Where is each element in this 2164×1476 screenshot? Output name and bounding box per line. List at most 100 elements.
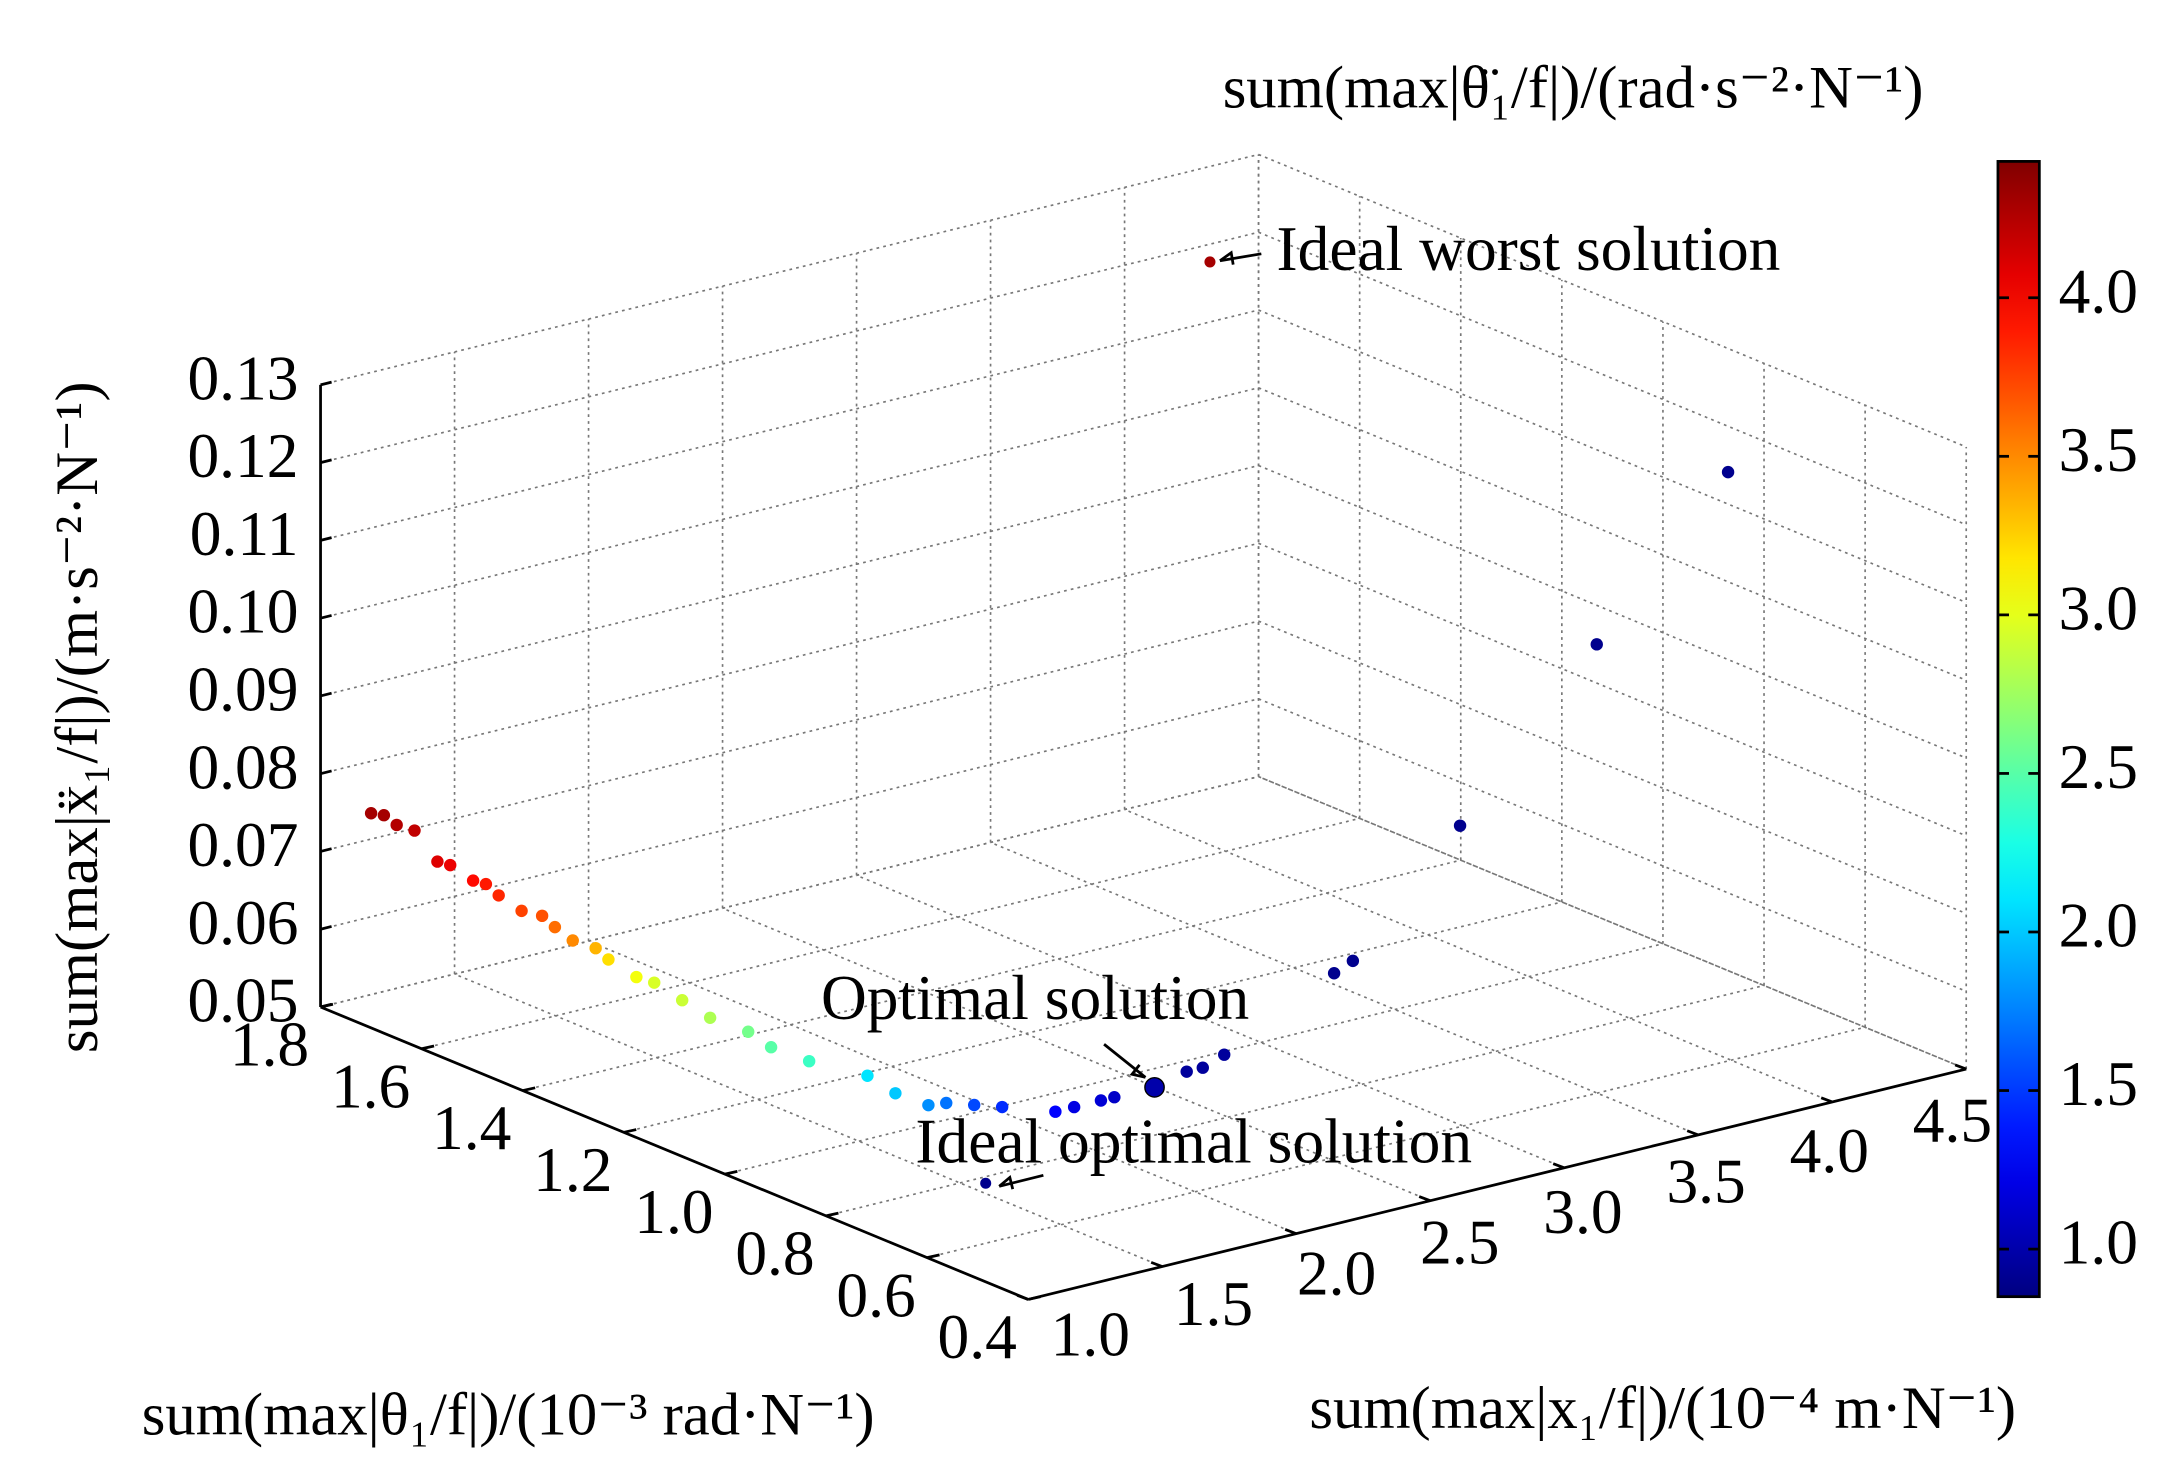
grid-line (320, 386, 1259, 619)
z-tick-label: 0.07 (187, 809, 298, 880)
colorbar-tick-label: 4.0 (2059, 255, 2138, 326)
annotation: Ideal optimal solution (915, 1105, 1472, 1176)
x-tick-label: 3.5 (1666, 1146, 1745, 1217)
y-tick-label: 1.2 (533, 1134, 612, 1205)
x-tick-label: 3.0 (1543, 1176, 1622, 1247)
x-tick-label: 4.0 (1790, 1115, 1869, 1186)
grid-line (1258, 542, 1967, 837)
grid-line (320, 698, 1259, 931)
annotated-point (980, 1177, 992, 1189)
z-tick-label: 0.13 (187, 342, 298, 413)
annotation-arrow (1219, 252, 1262, 263)
grid-line (1258, 620, 1967, 915)
y-tick-label: 0.4 (938, 1301, 1017, 1372)
data-point (443, 858, 457, 872)
z-axis-label: sum(max|ẍ₁/f|)/(m·s⁻²·N⁻¹) (44, 381, 111, 1053)
tick-mark (926, 1253, 940, 1260)
data-point (861, 1069, 874, 1082)
grid-line (1124, 808, 1833, 1103)
data-point (1049, 1105, 1062, 1118)
tick-mark (1016, 1294, 1029, 1301)
data-point (515, 904, 528, 918)
grid-line (724, 942, 1664, 1175)
tick-mark (421, 1044, 435, 1051)
z-tick-label: 0.09 (187, 653, 298, 724)
y-axis-label: sum(max|θ₁/f|)/(10⁻³ rad·N⁻¹) (142, 1382, 875, 1449)
data-point (602, 953, 615, 966)
grid-line (1258, 698, 1967, 993)
x-tick-label: 2.0 (1297, 1237, 1376, 1308)
data-point (1218, 1048, 1231, 1061)
data-point (703, 1011, 717, 1024)
tick-mark (320, 614, 332, 620)
data-point (390, 818, 403, 832)
data-point (1108, 1091, 1121, 1104)
x-axis-label: sum(max|x₁/f|)/(10⁻⁴ m·N⁻¹) (1309, 1375, 2016, 1442)
grid-line (1258, 387, 1967, 682)
y-tick-label: 1.6 (331, 1050, 410, 1121)
z-tick-label: 0.08 (187, 731, 298, 802)
x-tick-label: 2.5 (1420, 1207, 1499, 1278)
tick-mark (320, 380, 332, 387)
y-tick-label: 1.0 (634, 1176, 713, 1247)
grid-line (1258, 309, 1967, 604)
data-point (1721, 465, 1735, 479)
data-point (479, 877, 493, 891)
annotation: Ideal worst solution (1277, 213, 1781, 284)
tick-mark (1820, 1096, 1833, 1104)
data-point (1180, 1065, 1193, 1078)
grid-line (320, 775, 1259, 1008)
tick-mark (320, 458, 332, 464)
tick-mark (1150, 1261, 1163, 1268)
colorbar-tick-label: 2.0 (2059, 890, 2138, 961)
data-point (922, 1098, 935, 1112)
data-point (1346, 954, 1360, 968)
data-point (548, 920, 562, 934)
data-point (364, 807, 378, 820)
tick-mark (1284, 1228, 1297, 1235)
x-tick-label: 4.5 (1913, 1085, 1992, 1156)
data-point (566, 934, 579, 947)
annotated-point (1144, 1077, 1165, 1098)
grid-line (320, 309, 1259, 542)
tick-mark (1027, 1295, 1041, 1301)
y-tick-label: 0.6 (836, 1259, 915, 1330)
annotation-arrow (998, 1173, 1044, 1188)
grid-line (623, 901, 1563, 1134)
data-point (741, 1025, 755, 1038)
tick-mark (522, 1086, 536, 1092)
y-tick-label: 0.8 (735, 1218, 814, 1289)
z-tick-label: 0.05 (187, 965, 298, 1036)
grid-line (1258, 464, 1967, 759)
tick-mark (623, 1128, 637, 1134)
z-tick-label: 0.11 (190, 498, 299, 569)
tick-mark (724, 1169, 738, 1176)
grid-line (825, 984, 1765, 1217)
grid-line (320, 464, 1259, 697)
data-point (377, 809, 391, 822)
data-point (1327, 967, 1341, 980)
annotation-arrowhead (998, 1175, 1015, 1190)
tick-mark (320, 1002, 334, 1009)
grid-line (320, 153, 1259, 386)
data-point (466, 874, 480, 887)
tick-mark (320, 925, 332, 931)
z-tick-label: 0.10 (187, 576, 298, 647)
tick-mark (320, 769, 332, 776)
x-tick-label: 1.0 (1051, 1298, 1130, 1369)
tick-mark (1552, 1162, 1565, 1170)
data-point (764, 1041, 778, 1054)
tick-mark (320, 691, 332, 698)
color-axis-label: sum(max|θ̈₁/f|)/(rad·s⁻²·N⁻¹) (1223, 55, 1924, 122)
annotation: Optimal solution (821, 962, 1249, 1033)
data-point (995, 1100, 1009, 1114)
grid-line (320, 620, 1259, 853)
data-point (1590, 638, 1603, 651)
annotated-point (1204, 256, 1216, 268)
tick-mark (1954, 1063, 1967, 1071)
data-point (589, 941, 602, 955)
grid-line (926, 1026, 1866, 1259)
data-point (535, 909, 549, 923)
data-point (1067, 1100, 1081, 1114)
